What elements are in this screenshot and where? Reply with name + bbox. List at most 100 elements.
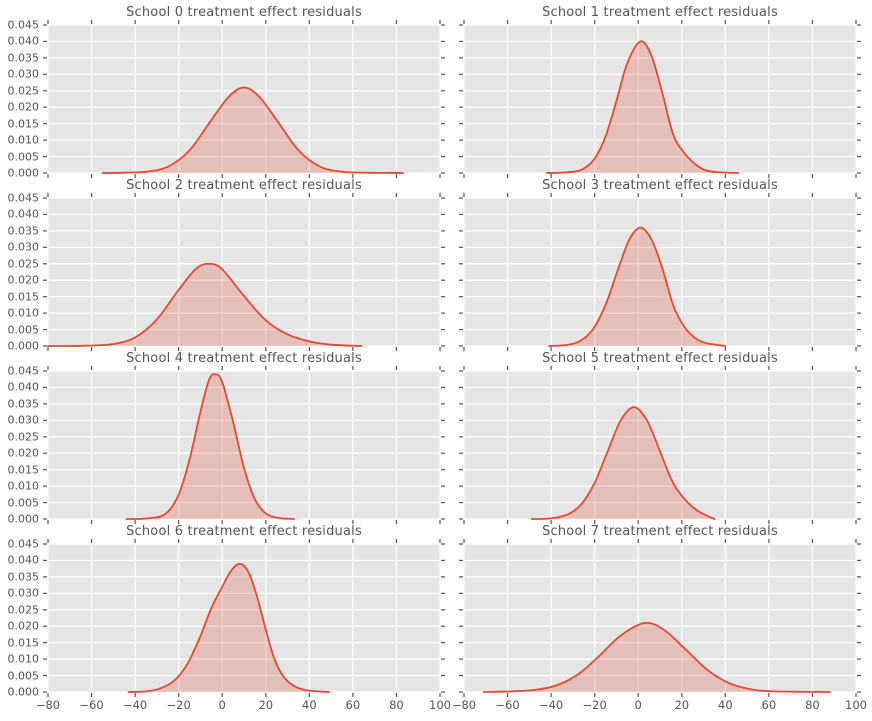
y-tick-label: 0.005 — [7, 150, 40, 164]
y-tick-label: 0.035 — [7, 397, 40, 411]
plot-area — [459, 193, 861, 351]
kde-plot-svg — [43, 539, 445, 697]
plot-background — [48, 198, 440, 346]
tick-marks — [43, 20, 445, 178]
kde-fill — [546, 41, 739, 173]
plot-area — [459, 366, 861, 524]
plot-area — [459, 539, 861, 697]
kde-plot-svg — [459, 366, 861, 524]
kde-fill — [102, 87, 403, 173]
y-tick-label: 0.030 — [7, 240, 40, 254]
x-tick-label: −40 — [122, 698, 148, 712]
x-tick-label: 60 — [345, 698, 361, 712]
y-tick-label: 0.025 — [7, 257, 40, 271]
gridlines — [47, 370, 441, 520]
x-tick-label: −60 — [79, 698, 104, 712]
kde-fill — [548, 227, 726, 346]
y-tick-label: 0.025 — [7, 430, 40, 444]
kde-curve — [47, 262, 363, 347]
kde-curve — [101, 86, 404, 174]
y-axis-tick-labels: 0.000 0.005 0.010 0.015 0.020 0.025 0.030 0.035… — [0, 365, 48, 526]
y-tick-label: 0.035 — [7, 51, 40, 65]
x-tick-label: 40 — [302, 698, 317, 712]
y-tick-label: 0.020 — [7, 273, 40, 287]
tick-marks — [43, 366, 445, 524]
y-tick-label: 0.015 — [7, 117, 40, 131]
y-tick-label: 0.045 — [7, 191, 40, 205]
kde-curve — [127, 562, 330, 693]
plot-area — [43, 366, 445, 524]
plot-area — [43, 539, 445, 697]
plot-area — [459, 20, 861, 178]
y-tick-label: 0.025 — [7, 603, 40, 617]
gridlines — [47, 24, 441, 174]
y-tick-label: 0.020 — [7, 619, 40, 633]
x-tick-label: −40 — [538, 698, 564, 712]
tick-marks — [459, 193, 861, 351]
kde-fill — [531, 407, 715, 519]
x-tick-label: −80 — [35, 698, 61, 712]
x-axis-tick-labels: −80 −60 −40 −20 0 20 40 60 80 100 — [36, 692, 451, 718]
subplot-title: School 0 treatment effect residuals — [126, 5, 362, 20]
y-tick-label: 0.040 — [7, 553, 40, 567]
y-tick-label: 0.010 — [7, 133, 40, 147]
gridlines — [463, 197, 857, 347]
y-tick-label: 0.000 — [7, 685, 40, 699]
x-tick-label: 80 — [389, 698, 404, 712]
kde-curve — [530, 406, 716, 520]
kde-plot-svg — [43, 366, 445, 524]
x-tick-label: −20 — [582, 698, 607, 712]
y-tick-label: 0.010 — [7, 652, 40, 666]
y-tick-label: 0.030 — [7, 586, 40, 600]
x-tick-label: 20 — [674, 698, 690, 712]
subplot-title: School 1 treatment effect residuals — [542, 5, 778, 20]
y-tick-label: 0.045 — [7, 18, 40, 32]
plot-background — [48, 371, 440, 519]
tick-marks — [43, 539, 445, 697]
gridlines — [463, 370, 857, 520]
subplot-school-3: School 3 treatment effect residuals — [459, 178, 861, 351]
tick-marks — [459, 366, 861, 524]
subplot-school-7: School 7 treatment effect residuals −80 −… — [452, 524, 867, 712]
y-tick-label: 0.015 — [7, 290, 40, 304]
y-tick-label: 0.015 — [7, 636, 40, 650]
y-tick-label: 0.045 — [7, 537, 40, 551]
tick-marks — [459, 539, 861, 697]
plot-area — [43, 20, 445, 178]
x-tick-label: 0 — [218, 698, 226, 712]
subplot-title: School 7 treatment effect residuals — [542, 524, 778, 539]
x-tick-label: 60 — [761, 698, 777, 712]
x-tick-label: 20 — [258, 698, 274, 712]
y-axis-tick-labels: 0.000 0.005 0.010 0.015 0.020 0.025 0.030 0.035… — [0, 538, 48, 699]
x-axis-tick-labels: −80 −60 −40 −20 0 20 40 60 80 100 — [452, 692, 867, 718]
kde-curve — [548, 226, 727, 347]
kde-curve — [545, 40, 740, 174]
y-axis-tick-labels: 0.000 0.005 0.010 0.015 0.020 0.025 0.030 0.035… — [0, 192, 48, 353]
gridlines — [463, 24, 857, 174]
subplot-school-6: School 6 treatment effect residuals 0.00… — [8, 524, 451, 712]
subplot-title: School 2 treatment effect residuals — [126, 178, 362, 193]
gridlines — [47, 197, 441, 347]
subplot-school-2: School 2 treatment effect residuals 0.00… — [8, 178, 445, 353]
x-tick-label: 80 — [805, 698, 820, 712]
subplot-title: School 5 treatment effect residuals — [542, 351, 778, 366]
subplot-school-4: School 4 treatment effect residuals 0.00… — [8, 351, 445, 526]
y-tick-label: 0.040 — [7, 207, 40, 221]
y-tick-label: 0.030 — [7, 413, 40, 427]
gridlines — [47, 543, 441, 693]
y-tick-label: 0.030 — [7, 67, 40, 81]
x-tick-label: −80 — [451, 698, 477, 712]
subplot-school-0: School 0 treatment effect residuals 0.00… — [8, 5, 445, 180]
plot-background — [48, 544, 440, 692]
y-tick-label: 0.020 — [7, 100, 40, 114]
y-tick-label: 0.015 — [7, 463, 40, 477]
plot-background — [464, 25, 856, 173]
kde-plot-svg — [43, 193, 445, 351]
y-tick-label: 0.005 — [7, 496, 40, 510]
kde-fill — [128, 563, 329, 692]
y-tick-label: 0.035 — [7, 224, 40, 238]
plot-background — [464, 371, 856, 519]
gridlines — [463, 543, 857, 693]
x-tick-label: 100 — [429, 698, 451, 712]
